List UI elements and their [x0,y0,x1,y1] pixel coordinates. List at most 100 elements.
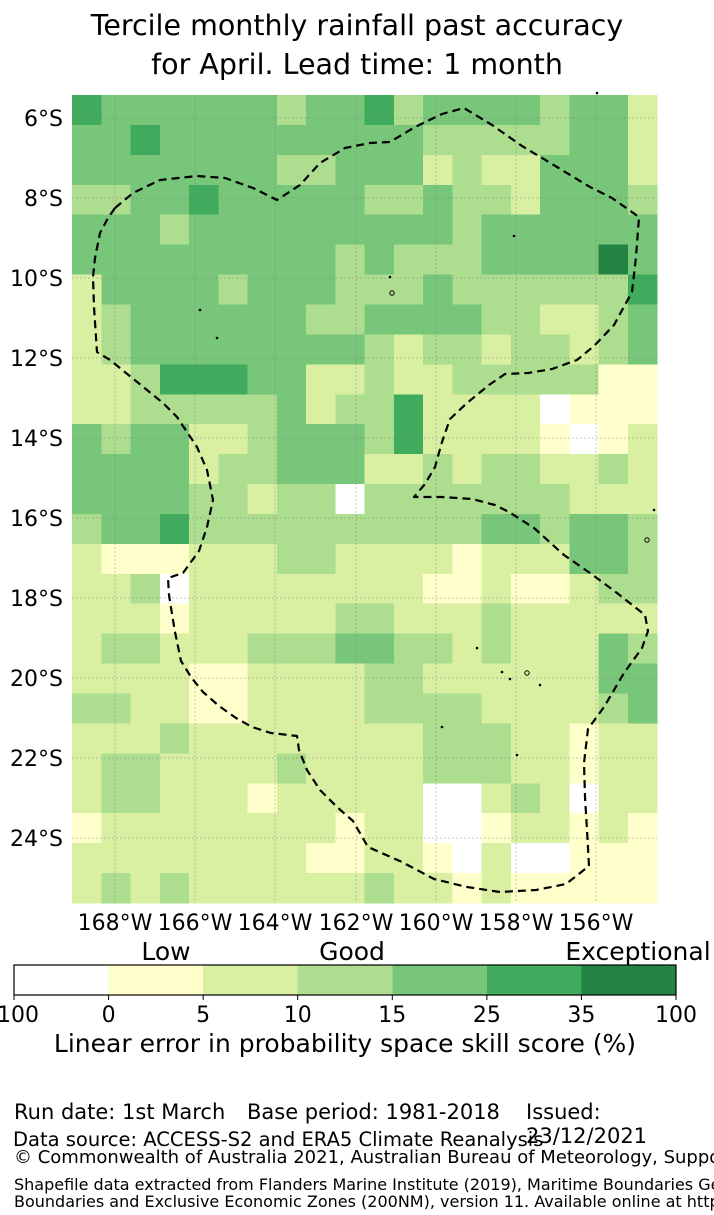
map-cell [247,603,278,635]
colorbar-segment [392,965,488,995]
map-cell [452,753,482,784]
map-cell [189,723,219,754]
map-cell [335,154,365,186]
map-cell [189,573,219,605]
map-cell [393,484,424,515]
map-cell [423,484,453,515]
map-cell [393,693,424,724]
map-cell [393,154,424,186]
map-cell [218,723,248,754]
map-cell [159,124,190,156]
map-cell [306,843,336,874]
map-cell [101,873,131,904]
map-cell [218,424,248,455]
map-cell [306,95,336,126]
map-cell [569,663,599,695]
map-cell [72,184,102,216]
map-cell [598,364,629,395]
map-cell [364,603,395,635]
map-cell [393,334,424,365]
map-cell [393,124,424,156]
map-cell [72,394,102,425]
map-cell [72,843,102,874]
map-cell [540,244,570,276]
map-cell [423,693,453,724]
map-cell [364,484,395,515]
map-cell [423,813,453,844]
map-cell [306,543,336,575]
map-cell [540,424,570,455]
map-cell [452,513,482,545]
map-cell [306,274,336,305]
map-cell [306,484,336,515]
map-cell [189,394,219,425]
map-cell [598,394,629,425]
map-cell [481,513,512,545]
map-cell [159,184,190,216]
map-cell [510,484,541,515]
map-cell [72,873,102,904]
map-cell [72,364,102,395]
map-cell [218,484,248,515]
map-cell [130,394,161,425]
map-cell [569,214,599,246]
map-cell [218,154,248,186]
map-cell [364,513,395,545]
map-cell [306,693,336,724]
map-cell [598,813,629,844]
map-cell [189,663,219,695]
map-cell [364,843,395,874]
map-cell [510,813,541,844]
colorbar-legend: Low Good Exceptional -100 0 5 10 15 25 35 100 Linea… [0,937,711,1058]
map-cell [540,573,570,605]
map-cell [276,95,307,126]
map-cell [101,154,131,186]
map-cell [627,513,658,545]
map-cell [189,124,219,156]
map-cell [218,843,248,874]
map-cell [159,693,190,724]
map-cell [218,543,248,575]
latitude-axis: 6°S 8°S 10°S 12°S 14°S 16°S 18°S 20°S 22°S 24°S [10,107,63,852]
map-cell [569,274,599,305]
map-cell [393,364,424,395]
map-cell [218,573,248,605]
map-cell [393,274,424,305]
map-cell [159,663,190,695]
map-cell [569,573,599,605]
map-cell [101,753,131,784]
map-cell [452,454,482,485]
map-cell [627,364,658,395]
map-cell [364,154,395,186]
map-cell [189,274,219,305]
map-cell [452,543,482,575]
map-cell [598,723,629,754]
map-cell [72,813,102,844]
map-cell [627,424,658,455]
map-cell [276,214,307,246]
map-cell [247,304,278,335]
map-cell [101,603,131,635]
map-cell [130,424,161,455]
map-cell [101,633,131,665]
lat-tick-label: 24°S [10,827,63,852]
map-cell [540,693,570,724]
map-cell [335,214,365,246]
map-cell [306,873,336,904]
map-cell [481,573,512,605]
map-cell [306,633,336,665]
map-cell [423,573,453,605]
map-cell [598,543,629,575]
colorbar-tick-label: 10 [284,1003,312,1028]
map-cell [510,214,541,246]
map-cell [101,723,131,754]
map-cell [159,573,190,605]
copyright-text: © Commonwealth of Australia 2021, Austra… [14,1147,714,1168]
map-cell [335,184,365,216]
map-cell [569,334,599,365]
lat-tick-label: 12°S [10,347,63,372]
map-cell [598,873,629,904]
map-cell [598,274,629,305]
map-cell [393,873,424,904]
map-cell [569,484,599,515]
